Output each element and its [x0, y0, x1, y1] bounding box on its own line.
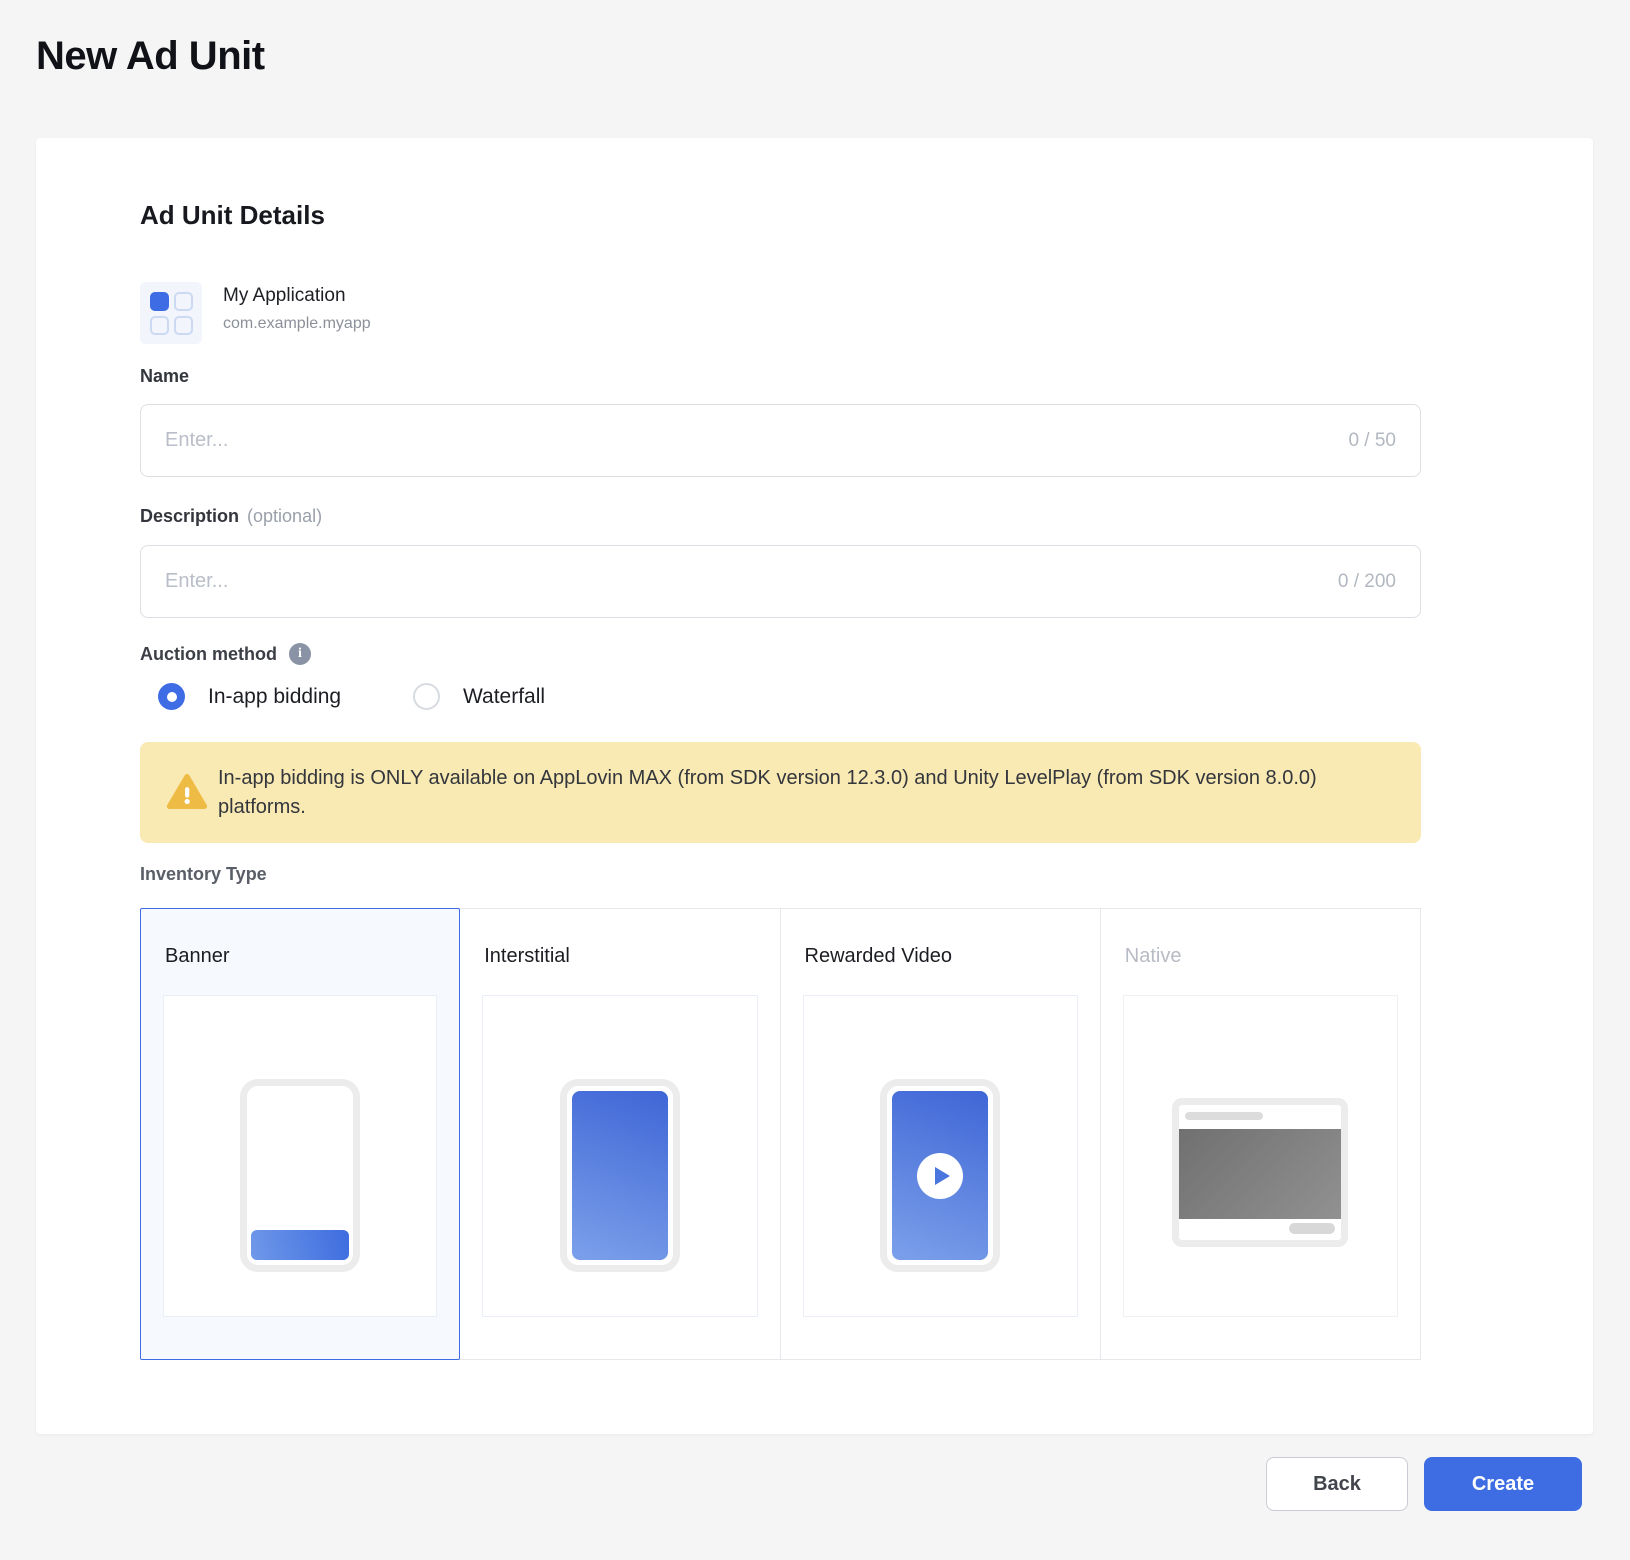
radio-option-in-app-bidding[interactable]: In-app bidding	[158, 683, 341, 710]
native-preview	[1122, 995, 1398, 1317]
native-ad-mockup	[1172, 1098, 1349, 1247]
radio-label: Waterfall	[463, 684, 546, 708]
inventory-card-label: Banner	[165, 945, 230, 967]
inventory-type-label: Inventory Type	[140, 864, 267, 884]
auction-method-options: In-app bidding Waterfall	[140, 683, 1421, 713]
auction-method-label: Auction method	[140, 643, 277, 664]
inventory-card-native: Native	[1099, 908, 1421, 1360]
app-package: com.example.myapp	[223, 315, 371, 332]
warning-triangle-icon	[166, 773, 208, 809]
radio-unselected-icon[interactable]	[413, 683, 440, 710]
name-input-wrap: 0 / 50	[140, 404, 1421, 477]
section-title: Ad Unit Details	[140, 200, 325, 230]
description-char-counter: 0 / 200	[1337, 570, 1396, 592]
native-image-placeholder	[1179, 1129, 1342, 1219]
app-grid-icon-square	[149, 315, 169, 335]
phone-mockup	[240, 1079, 361, 1272]
description-input[interactable]	[141, 546, 1420, 617]
ad-unit-form-card: Ad Unit Details My Application com.examp…	[36, 138, 1593, 1434]
back-button[interactable]: Back	[1266, 1457, 1408, 1511]
phone-mockup	[880, 1079, 1001, 1272]
native-title-placeholder	[1185, 1112, 1264, 1120]
app-grid-icon-square	[173, 315, 193, 335]
inventory-card-interstitial[interactable]: Interstitial	[459, 908, 781, 1360]
interstitial-preview	[482, 995, 758, 1317]
inventory-card-rewarded-video[interactable]: Rewarded Video	[779, 908, 1101, 1360]
name-char-counter: 0 / 50	[1348, 429, 1396, 451]
description-label-text: Description	[140, 506, 240, 526]
inventory-type-grid: Banner Interstitial Rewarded Video	[140, 908, 1421, 1360]
play-icon	[917, 1152, 964, 1199]
radio-option-waterfall[interactable]: Waterfall	[413, 683, 545, 710]
radio-label: In-app bidding	[208, 684, 342, 708]
radio-selected-icon[interactable]	[158, 683, 185, 710]
app-grid-icon-square	[173, 291, 193, 311]
phone-mockup	[559, 1079, 680, 1272]
inventory-card-label: Interstitial	[484, 945, 570, 967]
fullscreen-ad-placeholder	[571, 1091, 668, 1260]
name-input[interactable]	[141, 405, 1420, 476]
inventory-card-label: Native	[1124, 945, 1182, 967]
app-grid-icon	[140, 282, 202, 344]
fullscreen-ad-placeholder	[892, 1091, 989, 1260]
description-input-wrap: 0 / 200	[140, 545, 1421, 618]
name-label: Name	[140, 366, 190, 386]
page-title: New Ad Unit	[36, 34, 265, 78]
description-optional-text: (optional)	[247, 506, 323, 526]
description-label: Description (optional)	[140, 506, 322, 527]
banner-ad-placeholder	[251, 1230, 350, 1260]
warning-text: In-app bidding is ONLY available on AppL…	[218, 767, 1317, 818]
app-grid-icon-square	[149, 291, 169, 311]
inventory-card-banner[interactable]: Banner	[140, 908, 461, 1360]
create-button[interactable]: Create	[1424, 1457, 1582, 1511]
info-icon[interactable]: i	[289, 643, 311, 665]
inventory-card-label: Rewarded Video	[804, 945, 953, 967]
native-button-placeholder	[1289, 1223, 1336, 1234]
banner-preview	[163, 995, 438, 1317]
app-name: My Application	[223, 285, 346, 306]
warning-banner: In-app bidding is ONLY available on AppL…	[140, 742, 1421, 843]
rewarded-video-preview	[802, 995, 1078, 1317]
play-triangle-icon	[935, 1166, 951, 1185]
auction-method-row: Auction method i	[140, 643, 311, 665]
